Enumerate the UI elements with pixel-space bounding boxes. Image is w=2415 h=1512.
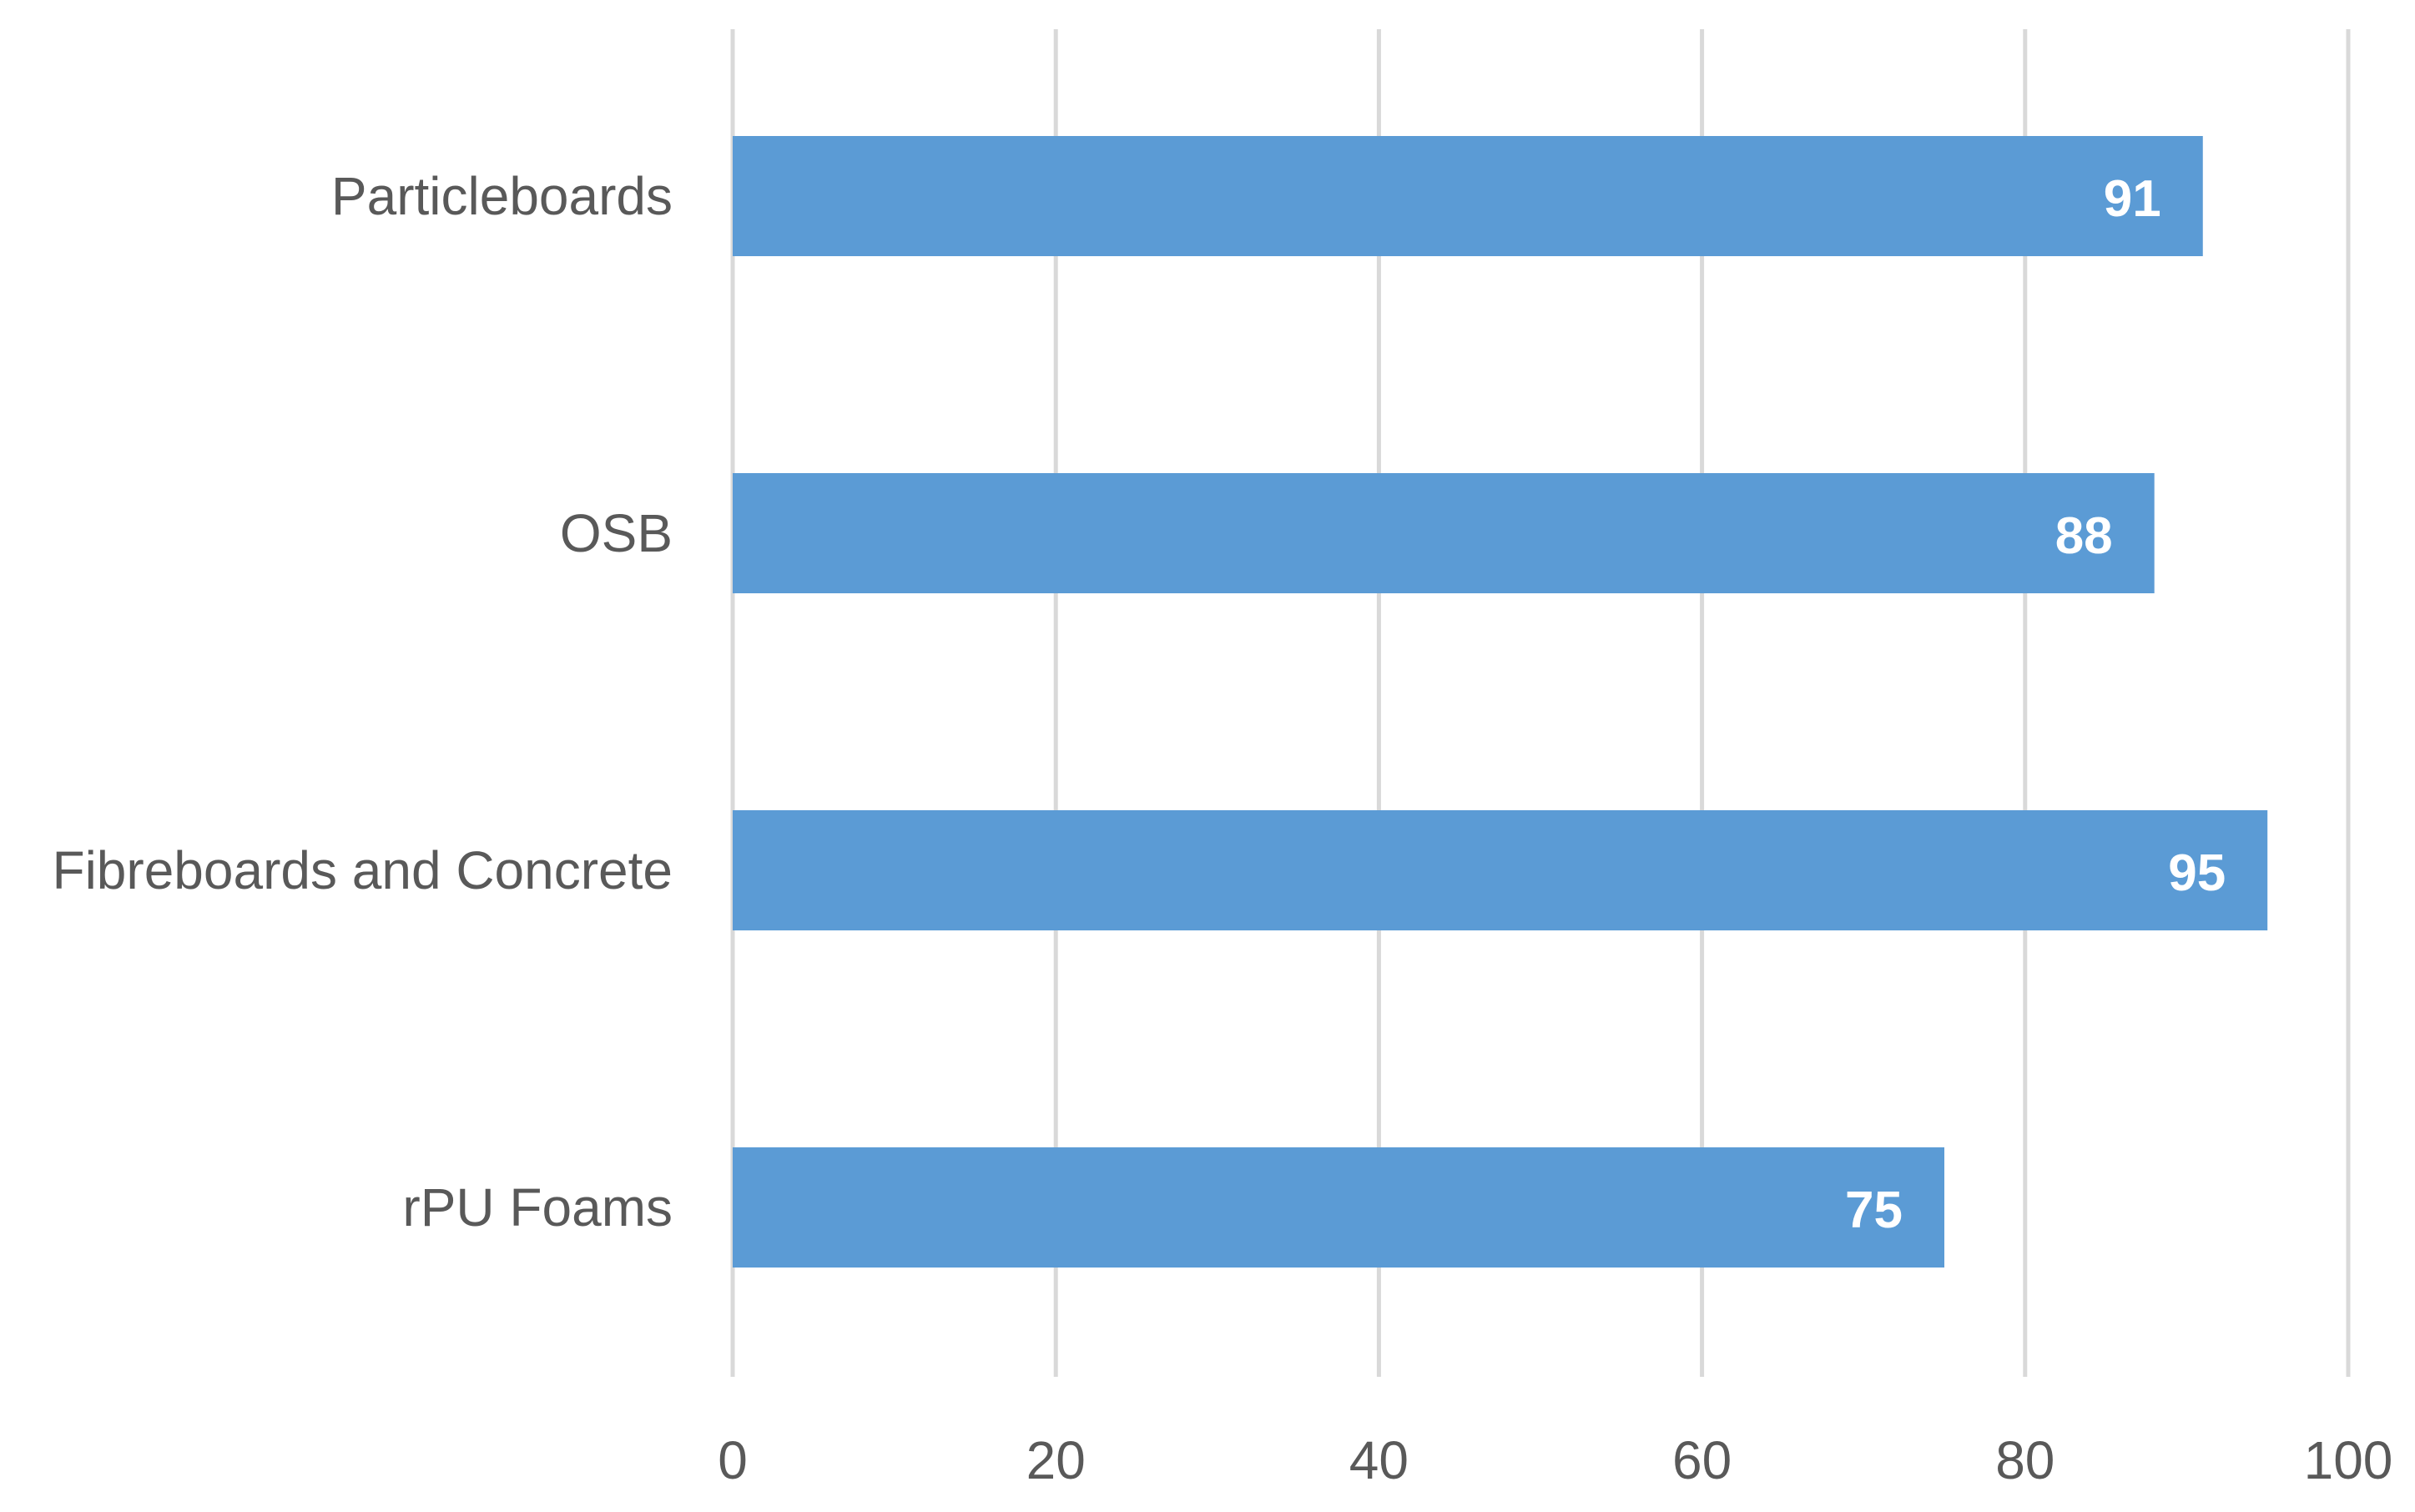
bars	[733, 136, 2268, 1268]
x-tick-label: 40	[1349, 1430, 1409, 1490]
x-tick-label: 80	[1995, 1430, 2055, 1490]
category-labels: Particleboards OSB Fibreboards and Concret…	[52, 166, 673, 1237]
x-tick-label: 0	[718, 1430, 748, 1490]
category-label: Fibreboards and Concrete	[52, 840, 673, 900]
category-label: OSB	[560, 503, 673, 563]
bar-fibreboards-and-concrete	[733, 810, 2268, 930]
bar-osb	[733, 473, 2155, 593]
category-label: rPU Foams	[402, 1177, 673, 1237]
x-tick-label: 100	[2304, 1430, 2393, 1490]
x-tick-label: 20	[1026, 1430, 1086, 1490]
x-tick-label: 60	[1672, 1430, 1732, 1490]
data-label: 75	[1845, 1182, 1903, 1239]
data-label: 95	[2168, 844, 2226, 902]
bar-particleboards	[733, 136, 2203, 256]
data-label: 88	[2055, 507, 2113, 565]
x-tick-labels: 0 20 40 60 80 100	[718, 1430, 2392, 1490]
bar-rpu-foams	[733, 1147, 1944, 1268]
data-labels: 91 88 95 75	[1845, 170, 2226, 1239]
category-label: Particleboards	[331, 166, 673, 226]
data-label: 91	[2104, 170, 2161, 228]
